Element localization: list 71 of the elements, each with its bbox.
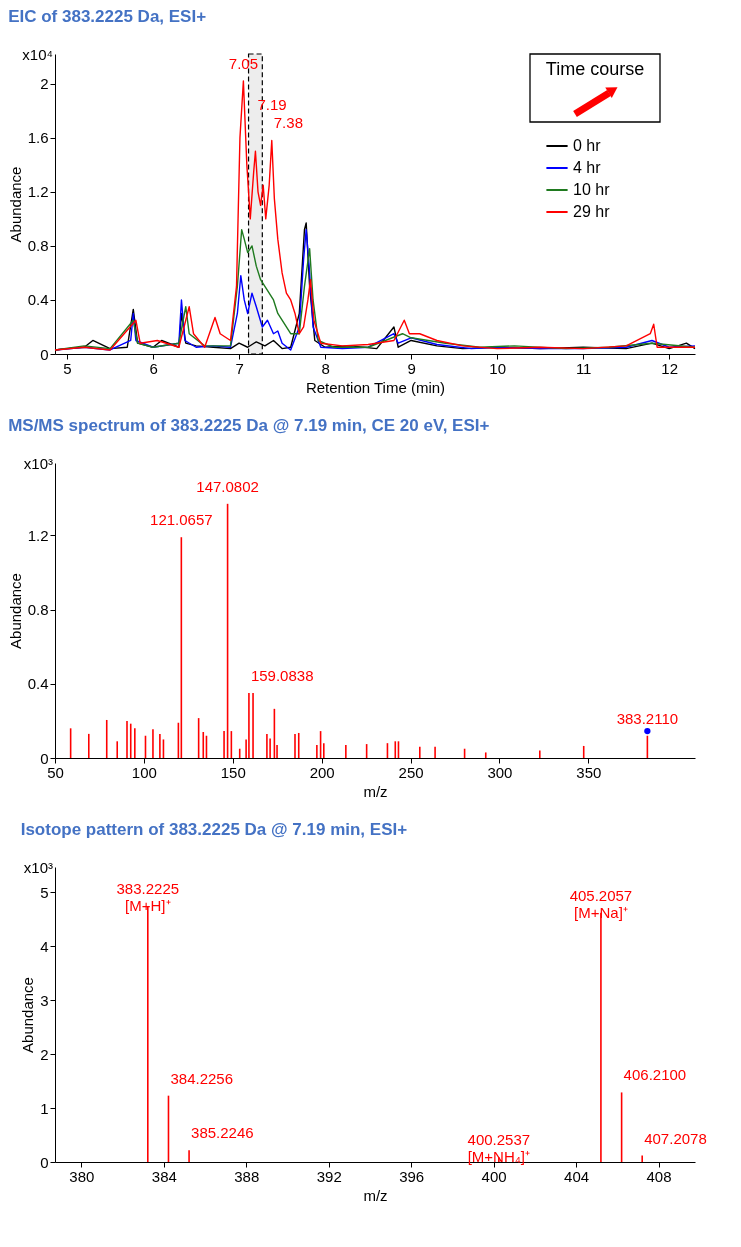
y-tick-label: 0.8	[27, 601, 49, 619]
chart-title: MS/MS spectrum of 383.2225 Da @ 7.19 min, CE 20 eV, ESI+	[8, 416, 490, 435]
line-series	[54, 80, 696, 351]
annotation: 407.2078	[644, 1129, 707, 1147]
x-tick-label: 11	[575, 359, 592, 377]
y-tick-label: 0.4	[27, 675, 49, 693]
x-axis-title: m/z	[363, 782, 388, 800]
y-tick-label: 0.8	[27, 237, 49, 255]
annotation: 7.38	[273, 114, 303, 132]
text: x10³	[23, 455, 53, 472]
y-tick-label: 1	[40, 1099, 49, 1117]
x-tick-label: 392	[316, 1167, 342, 1185]
y-tick-label: 0	[40, 1153, 49, 1171]
x-tick-label: 396	[399, 1167, 425, 1185]
x-tick-label: 5	[63, 359, 72, 377]
x-tick-label: 350	[576, 763, 602, 781]
annotation: 383.2225 [M+H]⁺	[116, 880, 180, 915]
x-axis-title: m/z	[363, 1186, 388, 1204]
x-tick-label: 200	[309, 763, 335, 781]
y-tick-label: 1.2	[27, 183, 49, 201]
annotation: 7.05	[228, 55, 258, 73]
x-tick-label: 50	[47, 763, 64, 781]
y-tick-label: 0.4	[27, 291, 49, 309]
x-tick-label: 100	[131, 763, 157, 781]
annotation: 159.0838	[250, 667, 314, 685]
chart-title: Isotope pattern of 383.2225 Da @ 7.19 min, ESI+	[20, 820, 408, 839]
x-tick-label: 8	[321, 359, 330, 377]
x-tick-label: 7	[235, 359, 244, 377]
legend-label: 4 hr	[573, 159, 602, 176]
annotation: 147.0802	[196, 477, 259, 495]
annotation: 384.2256	[170, 1069, 234, 1087]
x-tick-label: 10	[489, 359, 506, 377]
x-tick-label: 400	[481, 1167, 507, 1185]
y-tick-label: 3	[40, 991, 49, 1009]
x-tick-label: 9	[407, 359, 416, 377]
y-tick-label: 0	[40, 345, 49, 363]
legend-label: 29 hr	[573, 203, 611, 220]
x-tick-label: 6	[149, 359, 158, 377]
annotation: Time course	[545, 59, 645, 79]
text: x10³	[23, 859, 53, 876]
annotation: 405.2057 [M+Na]⁺	[569, 886, 633, 921]
x-tick-label: 12	[661, 359, 679, 377]
annotation: 385.2246	[191, 1124, 254, 1142]
annotation: 121.0657	[150, 511, 213, 529]
x-tick-label: 300	[487, 763, 513, 781]
annotation: 406.2100	[623, 1066, 687, 1084]
x-tick-label: 250	[398, 763, 424, 781]
x-tick-label: 380	[69, 1167, 95, 1185]
y-axis-title: Abundance	[6, 573, 24, 649]
y-tick-label: 0	[40, 749, 49, 767]
annotation: 383.2110	[616, 709, 679, 727]
x-tick-label: 404	[564, 1167, 590, 1185]
y-tick-label: 2	[40, 1045, 49, 1063]
x-tick-label: 408	[646, 1167, 672, 1185]
annotation: 7.19	[257, 96, 287, 114]
y-axis-title: Abundance	[6, 166, 24, 243]
x-axis-title: Retention Time (min)	[305, 378, 446, 396]
text: x10⁴	[22, 46, 53, 63]
x-tick-label: 384	[151, 1167, 177, 1185]
annotation: 400.2537 [M+NH₄]⁺	[467, 1131, 531, 1166]
legend-label: 0 hr	[573, 137, 602, 154]
y-tick-label: 4	[40, 937, 49, 955]
y-tick-label: 1.2	[27, 526, 49, 544]
y-axis-title: Abundance	[19, 977, 37, 1053]
y-tick-label: 5	[40, 883, 49, 901]
x-tick-label: 388	[234, 1167, 260, 1185]
y-tick-label: 2	[40, 75, 49, 93]
x-tick-label: 150	[220, 763, 246, 781]
y-tick-label: 1.6	[27, 129, 49, 147]
chart-title: EIC of 383.2225 Da, ESI+	[8, 7, 207, 26]
legend-label: 10 hr	[573, 181, 611, 198]
